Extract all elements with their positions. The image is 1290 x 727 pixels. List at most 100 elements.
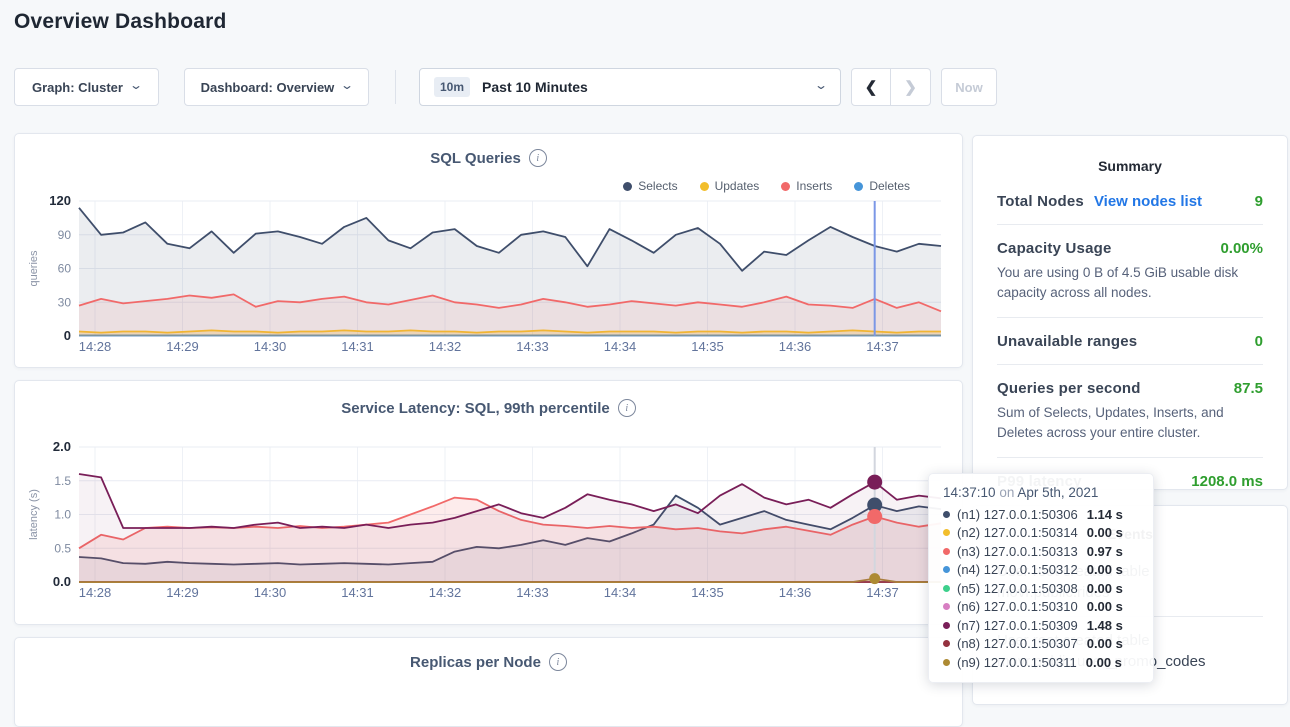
tooltip-row: (n2) 127.0.0.1:503140.00 s (943, 524, 1139, 543)
svg-text:14:32: 14:32 (429, 585, 462, 600)
tooltip-row: (n4) 127.0.0.1:50312 0.00 s (943, 561, 1139, 580)
now-button[interactable]: Now (941, 68, 997, 106)
tooltip-row: (n3) 127.0.0.1:503130.97 s (943, 542, 1139, 561)
summary-metric-label: Total Nodes (997, 193, 1084, 210)
summary-row-top: Capacity Usage0.00% (997, 240, 1263, 257)
time-range-dropdown[interactable]: 10m Past 10 Minutes ⌄ (419, 68, 841, 106)
tooltip-row: (n9) 127.0.0.1:503110.00 s (943, 653, 1139, 672)
summary-metric-value: 0.00% (1220, 240, 1263, 257)
svg-text:2.0: 2.0 (53, 439, 71, 454)
tooltip-node-value: 0.00 s (1087, 581, 1123, 596)
summary-panel-title: Summary (973, 136, 1287, 174)
chevron-right-icon: ❯ (904, 78, 917, 96)
legend-item[interactable]: Inserts (781, 179, 832, 193)
tooltip-node-label: (n6) 127.0.0.1:50310 (957, 599, 1078, 614)
chevron-down-icon: ⌄ (814, 79, 828, 91)
svg-text:14:35: 14:35 (691, 585, 724, 600)
chevron-down-icon: ⌄ (340, 79, 354, 91)
chevron-left-icon: ❮ (865, 78, 878, 96)
svg-text:14:28: 14:28 (79, 585, 112, 600)
tooltip-node-value: 0.00 s (1087, 599, 1123, 614)
legend-dot-icon (623, 182, 632, 191)
sql-queries-chart-svg[interactable]: 14:2814:2914:3014:3114:3214:3314:3414:35… (15, 193, 964, 368)
svg-text:1.0: 1.0 (54, 508, 71, 522)
summary-row-top: Total NodesView nodes list9 (997, 193, 1263, 210)
tooltip-node-value: 1.48 s (1087, 618, 1123, 633)
summary-metric-description: You are using 0 B of 4.5 GiB usable disk… (997, 263, 1263, 303)
svg-text:14:33: 14:33 (516, 585, 549, 600)
tooltip-row: (n6) 127.0.0.1:50310 0.00 s (943, 598, 1139, 617)
tooltip-rows: (n1) 127.0.0.1:503061.14 s(n2) 127.0.0.1… (943, 505, 1139, 672)
svg-text:60: 60 (58, 262, 72, 276)
sql-queries-card: SQL Queries Selects Updates Inserts Deletes… (14, 133, 963, 368)
svg-text:latency (s): latency (s) (28, 489, 40, 540)
legend-label: Inserts (796, 179, 832, 193)
time-nav-group: ❮ ❯ (851, 68, 931, 106)
tooltip-node-value: 0.00 s (1087, 562, 1123, 577)
tooltip-node-label: (n5) 127.0.0.1:50308 (957, 581, 1078, 596)
svg-text:14:32: 14:32 (429, 339, 462, 354)
prev-time-button[interactable]: ❮ (851, 68, 891, 106)
time-range-badge: 10m (434, 77, 470, 97)
summary-rows: Total NodesView nodes list9Capacity Usag… (973, 174, 1287, 504)
series-dot-icon (943, 585, 950, 592)
svg-text:14:31: 14:31 (341, 339, 374, 354)
sql-queries-title: SQL Queries (430, 150, 521, 167)
summary-card: Summary Total NodesView nodes list9Capac… (972, 135, 1288, 490)
series-dot-icon (943, 659, 950, 666)
summary-metric-value: 0 (1255, 333, 1263, 350)
legend-item[interactable]: Selects (623, 179, 677, 193)
info-icon[interactable] (618, 399, 636, 417)
legend-item[interactable]: Updates (700, 179, 760, 193)
summary-metric-value: 1208.0 ms (1191, 473, 1263, 490)
svg-text:14:34: 14:34 (604, 339, 637, 354)
latency-plot[interactable]: 14:2814:2914:3014:3114:3214:3314:3414:35… (15, 439, 964, 614)
toolbar-divider (395, 70, 396, 104)
summary-metric-label: Queries per second (997, 380, 1141, 397)
legend-item[interactable]: Deletes (854, 179, 910, 193)
tooltip-row: (n1) 127.0.0.1:503061.14 s (943, 505, 1139, 524)
legend-dot-icon (781, 182, 790, 191)
info-icon[interactable] (529, 149, 547, 167)
tooltip-node-value: 0.00 s (1086, 655, 1122, 670)
svg-text:1.5: 1.5 (54, 474, 71, 488)
svg-text:14:30: 14:30 (254, 585, 287, 600)
graph-dropdown[interactable]: Graph: Cluster ⌄ (14, 68, 159, 106)
legend-label: Deletes (869, 179, 910, 193)
tooltip-node-label: (n4) 127.0.0.1:50312 (957, 562, 1078, 577)
latency-card: Service Latency: SQL, 99th percentile 14… (14, 380, 963, 625)
svg-text:0.0: 0.0 (53, 574, 71, 589)
tooltip-timestamp: 14:37:10 on Apr 5th, 2021 (943, 485, 1139, 500)
summary-metric-label: Unavailable ranges (997, 333, 1137, 350)
tooltip-node-label: (n3) 127.0.0.1:50313 (957, 544, 1078, 559)
series-dot-icon (943, 566, 950, 573)
info-icon[interactable] (549, 653, 567, 671)
svg-text:14:28: 14:28 (79, 339, 112, 354)
view-nodes-link[interactable]: View nodes list (1094, 193, 1202, 210)
summary-row: Queries per second87.5Sum of Selects, Up… (997, 365, 1263, 458)
series-dot-icon (943, 511, 950, 518)
dashboard-dropdown[interactable]: Dashboard: Overview ⌄ (184, 68, 369, 106)
legend-dot-icon (854, 182, 863, 191)
chevron-down-icon: ⌄ (129, 79, 143, 91)
graph-dropdown-label: Graph: Cluster (32, 80, 123, 95)
next-time-button[interactable]: ❯ (891, 68, 931, 106)
latency-title: Service Latency: SQL, 99th percentile (341, 400, 609, 417)
time-range-label: Past 10 Minutes (482, 79, 588, 95)
svg-text:14:37: 14:37 (866, 585, 899, 600)
replicas-card: Replicas per Node (14, 637, 963, 727)
sql-queries-plot[interactable]: 14:2814:2914:3014:3114:3214:3314:3414:35… (15, 193, 964, 368)
latency-chart-svg[interactable]: 14:2814:2914:3014:3114:3214:3314:3414:35… (15, 439, 964, 614)
legend-label: Updates (715, 179, 760, 193)
series-dot-icon (943, 640, 950, 647)
svg-text:30: 30 (58, 295, 72, 309)
svg-text:90: 90 (58, 228, 72, 242)
tooltip-node-value: 0.00 s (1087, 525, 1123, 540)
svg-text:14:29: 14:29 (166, 339, 199, 354)
tooltip-node-label: (n7) 127.0.0.1:50309 (957, 618, 1078, 633)
summary-row-top: Queries per second87.5 (997, 380, 1263, 397)
svg-text:queries: queries (28, 250, 40, 287)
tooltip-row: (n5) 127.0.0.1:50308 0.00 s (943, 579, 1139, 598)
summary-row-top: Unavailable ranges 0 (997, 333, 1263, 350)
tooltip-node-value: 1.14 s (1087, 507, 1123, 522)
